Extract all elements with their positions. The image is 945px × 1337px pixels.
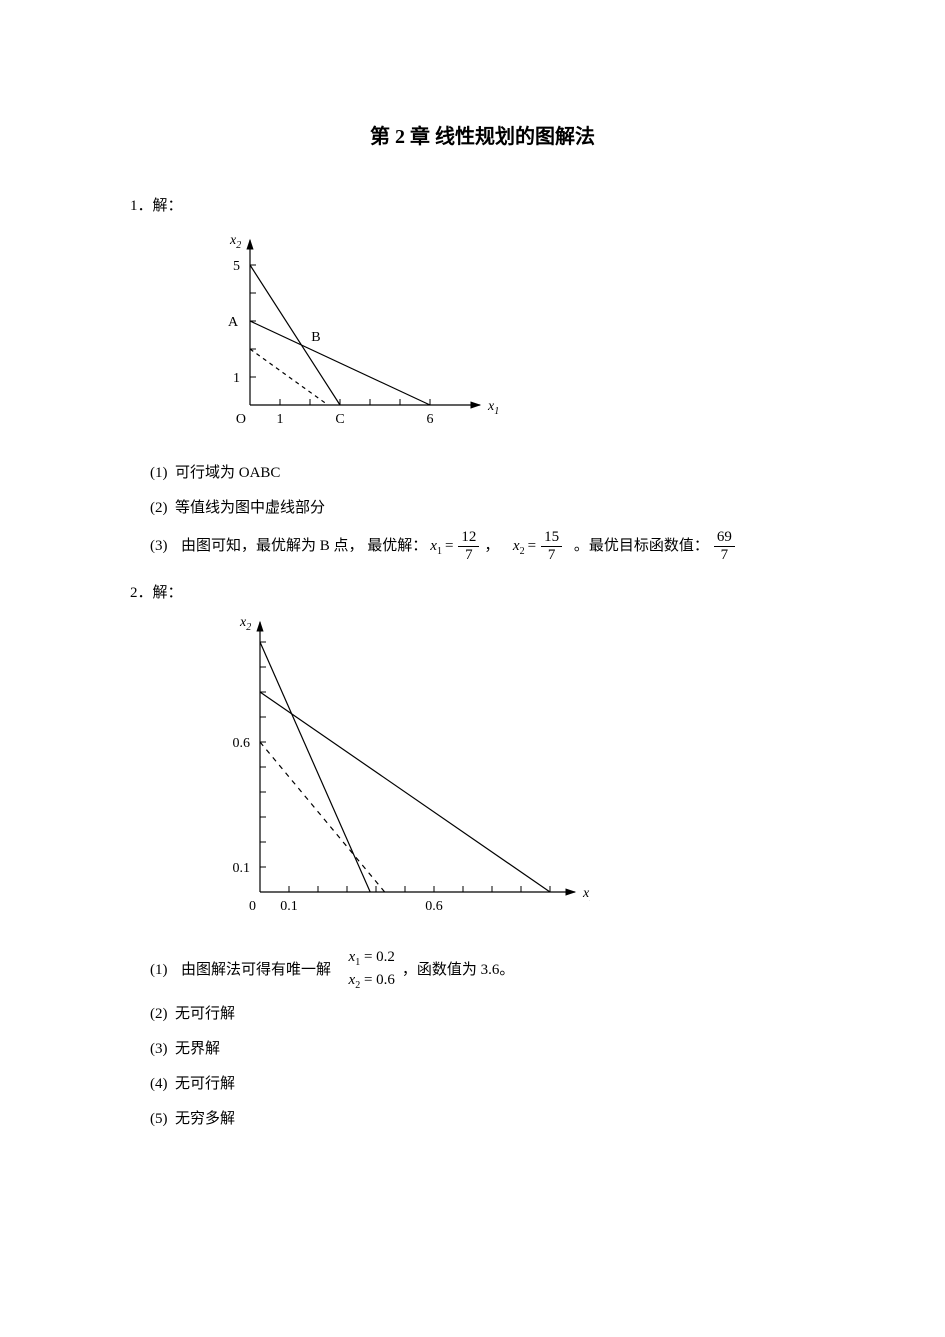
svg-text:0.1: 0.1 [280,899,298,914]
svg-text:B: B [311,330,320,345]
p1-item1-num: (1) [150,465,168,481]
problem-1-head: 1．解： [130,194,835,215]
svg-text:0.6: 0.6 [233,736,251,751]
p1-x2: x2 [513,533,525,561]
p1-eq1: = [445,533,453,560]
p1-eq2: = [528,533,536,560]
figure-2-svg: 0.1 0.6 0.1 0.6 0 x1 x2 [190,612,590,932]
p1-comma: ， [484,533,499,560]
p1-mid: 。最优目标函数值： [574,533,709,560]
p2-item2-num: (2) [150,1006,168,1022]
p1-frac1: 127 [458,530,479,563]
svg-text:x2: x2 [239,615,251,633]
p2-item5: (5) 无穷多解 [150,1106,835,1133]
chapter-title: 第 2 章 线性规划的图解法 [130,120,835,149]
svg-text:C: C [335,412,344,427]
problem-2-head: 2．解： [130,581,835,602]
p2-item2: (2) 无可行解 [150,1001,835,1028]
p2-item1: (1) 由图解法可得有唯一解 x1 = 0.2 x2 = 0.6 ，函数值为 3… [150,947,835,993]
svg-text:x2: x2 [229,233,241,251]
p1-item2-text: 等值线为图中虚线部分 [175,500,325,516]
p2-item1-b: ，函数值为 3.6。 [402,957,515,984]
figure-2: 0.1 0.6 0.1 0.6 0 x1 x2 [190,612,835,932]
p2-item3: (3) 无界解 [150,1036,835,1063]
p2-item3-text: 无界解 [175,1041,220,1057]
p2-item4-num: (4) [150,1076,168,1092]
svg-text:1: 1 [233,371,240,386]
figure-1-svg: 1 C 6 1 5 Ox1 x2 A B [190,225,510,445]
p2-item1-a: 由图解法可得有唯一解 [181,957,331,984]
p2-item2-text: 无可行解 [175,1006,235,1022]
svg-text:1: 1 [277,412,284,427]
p1-item2: (2) 等值线为图中虚线部分 [150,495,835,522]
p2-item4-text: 无可行解 [175,1076,235,1092]
p1-item1-text: 可行域为 OABC [175,465,280,481]
p2-item4: (4) 无可行解 [150,1071,835,1098]
p1-item1: (1) 可行域为 OABC [150,460,835,487]
p1-frac2: 157 [541,530,562,563]
p1-x1: x1 [430,533,442,561]
p2-item5-text: 无穷多解 [175,1111,235,1127]
svg-text:6: 6 [427,412,434,427]
p1-item3-num: (3) [150,533,168,560]
p1-item3-a: 由图可知，最优解为 B 点， 最优解： [181,533,427,560]
svg-text:x1: x1 [487,399,499,417]
svg-text:0.1: 0.1 [233,861,251,876]
p1-frac3: 697 [714,530,735,563]
figure-1: 1 C 6 1 5 Ox1 x2 A B [190,225,835,445]
p2-item3-num: (3) [150,1041,168,1057]
p2-eqstack: x1 = 0.2 x2 = 0.6 [349,947,395,993]
p2-item1-num: (1) [150,957,168,984]
p1-item2-num: (2) [150,500,168,516]
svg-text:0.6: 0.6 [425,899,443,914]
p1-item3: (3) 由图可知，最优解为 B 点， 最优解： x1= 127 ， x2 = 1… [150,530,835,563]
p2-item5-num: (5) [150,1111,168,1127]
svg-text:O: O [236,412,246,427]
svg-text:A: A [228,315,239,330]
svg-text:5: 5 [233,259,240,274]
svg-text:x1: x1 [582,886,590,904]
svg-text:0: 0 [249,899,256,914]
